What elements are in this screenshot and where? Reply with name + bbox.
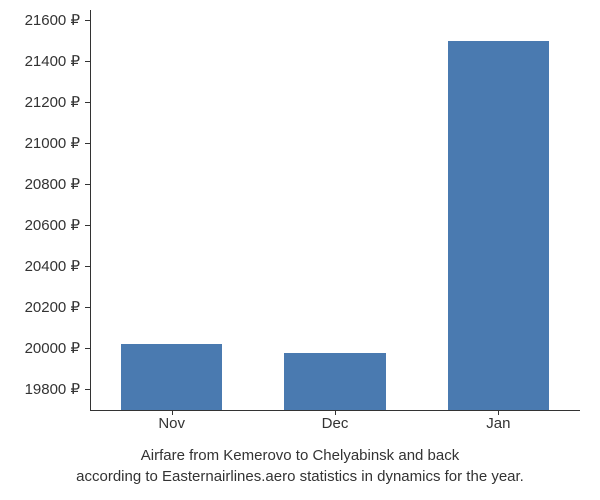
y-tick-label: 21400 ₽ (25, 52, 80, 70)
y-tick-mark (85, 102, 90, 103)
y-tick-mark (85, 225, 90, 226)
caption-line-1: Airfare from Kemerovo to Chelyabinsk and… (20, 445, 580, 466)
bar-dec (284, 353, 385, 410)
x-axis: Nov Dec Jan (90, 415, 580, 440)
y-tick-mark (85, 389, 90, 390)
y-tick-label: 19800 ₽ (25, 380, 80, 398)
x-tick-label: Jan (486, 415, 510, 432)
x-tick-mark (335, 410, 336, 415)
y-tick-label: 20200 ₽ (25, 298, 80, 316)
y-tick-label: 20800 ₽ (25, 175, 80, 193)
caption-line-2: according to Easternairlines.aero statis… (20, 466, 580, 487)
bar-nov (121, 344, 222, 410)
x-tick-label: Dec (322, 415, 349, 432)
y-tick-label: 21600 ₽ (25, 11, 80, 29)
y-tick-mark (85, 266, 90, 267)
y-tick-mark (85, 348, 90, 349)
y-tick-mark (85, 184, 90, 185)
x-tick-mark (498, 410, 499, 415)
y-tick-mark (85, 61, 90, 62)
y-tick-label: 21200 ₽ (25, 93, 80, 111)
airfare-bar-chart: 19800 ₽ 20000 ₽ 20200 ₽ 20400 ₽ 20600 ₽ 20800… (0, 0, 600, 500)
y-tick-mark (85, 20, 90, 21)
y-tick-label: 20400 ₽ (25, 257, 80, 275)
y-tick-mark (85, 307, 90, 308)
bar-jan (448, 41, 549, 410)
y-tick-label: 20600 ₽ (25, 216, 80, 234)
y-tick-label: 21000 ₽ (25, 134, 80, 152)
y-tick-mark (85, 143, 90, 144)
chart-caption: Airfare from Kemerovo to Chelyabinsk and… (0, 445, 600, 487)
x-tick-label: Nov (158, 415, 185, 432)
plot-area (90, 10, 580, 410)
y-axis: 19800 ₽ 20000 ₽ 20200 ₽ 20400 ₽ 20600 ₽ 20800… (0, 10, 85, 410)
x-tick-mark (172, 410, 173, 415)
y-tick-label: 20000 ₽ (25, 339, 80, 357)
